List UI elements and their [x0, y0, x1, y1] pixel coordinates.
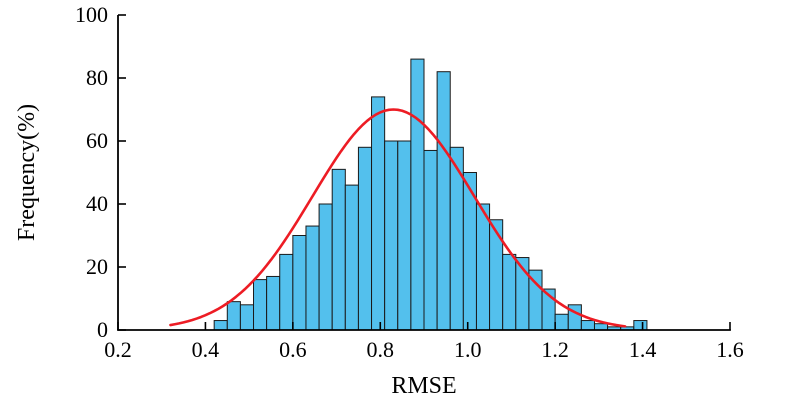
fit-curve [169, 108, 627, 328]
x-tick-label: 1.4 [629, 337, 657, 362]
y-tick-label: 100 [75, 2, 108, 27]
y-tick-label: 40 [86, 191, 108, 216]
x-tick-label: 1.6 [716, 337, 744, 362]
x-axis-title: RMSE [391, 373, 456, 399]
histogram-bar [331, 168, 346, 331]
x-tick-label: 1.2 [541, 337, 569, 362]
histogram-bar [436, 71, 451, 331]
y-tick-label: 0 [97, 317, 108, 342]
histogram-bar [279, 253, 294, 331]
histogram-bar [397, 140, 412, 331]
histogram-bar [292, 235, 307, 331]
histogram-bar [384, 140, 399, 331]
x-tick-label: 1.0 [454, 337, 482, 362]
histogram-bar [502, 253, 517, 331]
histogram-bar [410, 58, 425, 331]
x-tick-label: 0.6 [279, 337, 307, 362]
x-tick-label: 0.2 [104, 337, 132, 362]
y-tick-label: 20 [86, 254, 108, 279]
histogram-bar [305, 225, 320, 331]
histogram-bar [318, 203, 333, 331]
histogram-bar [253, 279, 268, 331]
histogram-bar [213, 320, 228, 331]
y-tick-label: 60 [86, 128, 108, 153]
histogram-bar [554, 313, 569, 331]
x-tick-label: 0.4 [192, 337, 220, 362]
histogram-bar [423, 149, 438, 331]
histogram-bar [239, 304, 255, 331]
x-tick-label: 0.8 [367, 337, 395, 362]
histogram-bar [344, 184, 359, 331]
histogram-bar [371, 96, 386, 331]
histogram-bar [266, 275, 281, 331]
y-axis-title: Frequency(%) [14, 104, 40, 241]
histogram-bar [357, 146, 373, 331]
y-tick-label: 80 [86, 65, 108, 90]
histogram-bar [226, 301, 241, 331]
histogram-bar [593, 323, 609, 331]
histogram-bar [475, 203, 491, 331]
histogram-bar [633, 320, 648, 331]
histogram-bar [580, 320, 595, 331]
